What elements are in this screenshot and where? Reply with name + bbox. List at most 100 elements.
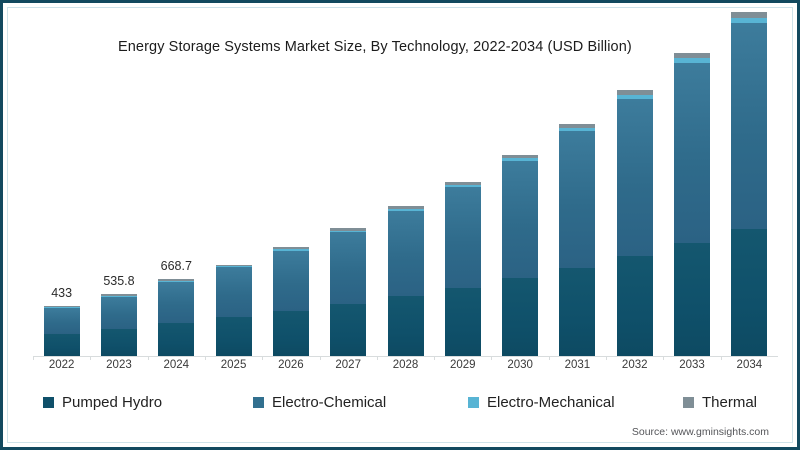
bar-segment[interactable] xyxy=(559,128,596,132)
bar-segment[interactable] xyxy=(387,209,424,212)
bar-segment[interactable] xyxy=(272,250,309,312)
x-tick-label: 2032 xyxy=(621,359,648,371)
bar-value-label: 668.7 xyxy=(160,259,192,274)
bar-stack xyxy=(215,264,252,356)
x-tick-mark xyxy=(33,356,34,360)
bar-segment[interactable] xyxy=(731,22,768,230)
bar-segment[interactable] xyxy=(674,58,711,63)
bar-segment[interactable] xyxy=(43,305,80,308)
bar-segment[interactable] xyxy=(43,333,80,356)
bar-segment[interactable] xyxy=(43,308,80,334)
x-tick-mark xyxy=(491,356,493,360)
bar-segment[interactable] xyxy=(387,296,424,356)
bar-segment[interactable] xyxy=(616,255,653,356)
x-tick-label: 2025 xyxy=(220,359,247,371)
bar-segment[interactable] xyxy=(616,98,653,256)
x-axis-tick-labels: 2022 2023 2024 2025 2026 2027 2028 2029 2030 2031… xyxy=(33,356,778,379)
bar-segment[interactable] xyxy=(330,232,367,305)
bar-segment[interactable] xyxy=(330,230,367,233)
legend-item[interactable]: Electro-Mechanical xyxy=(468,389,615,415)
bar-segment[interactable] xyxy=(215,267,252,318)
bar-segment[interactable] xyxy=(100,329,137,356)
bar-segment[interactable] xyxy=(674,53,711,59)
bar-segment[interactable] xyxy=(559,124,596,129)
bar-segment[interactable] xyxy=(158,281,195,324)
x-tick-label: 2027 xyxy=(335,359,361,371)
bar-segment[interactable] xyxy=(731,229,768,356)
bar-segment[interactable] xyxy=(387,211,424,297)
plot-area: 433 535.8 668.7 xyxy=(33,11,778,356)
legend-label: Pumped Hydro xyxy=(62,393,163,411)
legend-label: Thermal xyxy=(702,393,758,411)
bar-segment[interactable] xyxy=(215,266,252,268)
bar-segment[interactable] xyxy=(559,131,596,268)
bar-segment[interactable] xyxy=(158,323,195,356)
bar-segment[interactable] xyxy=(215,264,252,267)
bar-segment[interactable] xyxy=(158,279,195,281)
bar-stack xyxy=(674,53,711,356)
bar-segment[interactable] xyxy=(330,304,367,356)
x-tick-label: 2023 xyxy=(106,359,132,371)
x-tick-label: 2029 xyxy=(450,359,476,371)
bar-segment[interactable] xyxy=(731,11,768,19)
x-tick-mark xyxy=(319,356,321,360)
legend-item[interactable]: Pumped Hydro xyxy=(43,389,162,415)
bar-segment[interactable] xyxy=(215,317,252,356)
bar-stack xyxy=(559,124,596,356)
bar-stack xyxy=(387,206,424,356)
bar-stack xyxy=(731,11,768,356)
x-tick-label: 2034 xyxy=(736,359,763,371)
bar-segment[interactable] xyxy=(272,311,309,356)
x-tick-label: 2024 xyxy=(163,359,190,371)
bar-stack xyxy=(330,228,367,356)
bar-segment[interactable] xyxy=(674,243,711,356)
bar-stack xyxy=(100,294,137,356)
bar-value-label: 433 xyxy=(51,285,73,300)
bar-segment[interactable] xyxy=(444,187,481,288)
bar-segment[interactable] xyxy=(444,185,481,188)
bar-segment[interactable] xyxy=(731,18,768,23)
legend-swatch-icon xyxy=(683,396,694,408)
bar-segment[interactable] xyxy=(100,296,137,330)
bar-segment[interactable] xyxy=(616,90,653,96)
bar-stack xyxy=(43,305,80,356)
legend-label: Electro-Mechanical xyxy=(487,393,615,411)
x-tick-mark xyxy=(720,356,722,360)
bar-segment[interactable] xyxy=(158,280,195,282)
bar-stack xyxy=(158,279,195,356)
bar-segment[interactable] xyxy=(100,295,137,297)
bar-segment[interactable] xyxy=(330,228,367,231)
x-axis-line xyxy=(33,356,778,357)
bar-segment[interactable] xyxy=(444,287,481,356)
bar-segment[interactable] xyxy=(444,181,481,186)
bar-stack xyxy=(502,154,539,356)
bar-segment[interactable] xyxy=(272,247,309,250)
x-tick-mark xyxy=(434,356,436,360)
legend-swatch-icon xyxy=(43,396,54,408)
bar-segment[interactable] xyxy=(387,206,424,210)
legend-label: Electro-Chemical xyxy=(272,393,387,411)
bar-segment[interactable] xyxy=(43,307,80,309)
page-title: Energy Storage Systems Market Size, By T… xyxy=(118,39,632,55)
bar-segment[interactable] xyxy=(502,154,539,159)
bar-segment[interactable] xyxy=(272,249,309,251)
legend-item[interactable]: Electro-Chemical xyxy=(253,389,386,415)
bar-segment[interactable] xyxy=(674,62,711,244)
x-tick-label: 2022 xyxy=(48,359,75,371)
bar-segment[interactable] xyxy=(502,160,539,279)
bar-segment[interactable] xyxy=(502,158,539,161)
x-tick-label: 2030 xyxy=(507,359,533,371)
x-tick-label: 2026 xyxy=(278,359,304,371)
bar-stack xyxy=(444,181,481,356)
bar-segment[interactable] xyxy=(616,95,653,99)
chart-legend: Pumped Hydro Electro-Chemical Electro-Mech… xyxy=(43,389,773,415)
x-tick-mark xyxy=(606,356,608,360)
bar-stack xyxy=(272,247,309,356)
bar-segment[interactable] xyxy=(100,294,137,296)
legend-swatch-icon xyxy=(468,396,479,408)
legend-item[interactable]: Thermal xyxy=(683,389,757,415)
x-tick-label: 2028 xyxy=(392,359,419,371)
bar-segment[interactable] xyxy=(559,267,596,356)
bar-stack xyxy=(616,90,653,356)
bar-segment[interactable] xyxy=(502,278,539,356)
